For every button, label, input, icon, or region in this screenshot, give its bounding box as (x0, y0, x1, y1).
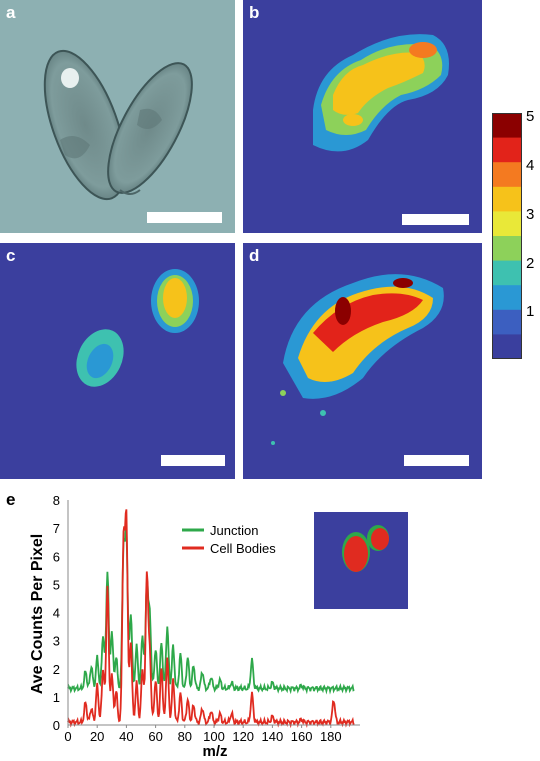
x-tick-label: 20 (90, 729, 104, 744)
colorbar-segment (492, 113, 522, 139)
colorbar-segment (492, 162, 522, 188)
colorbar-tick-5: 5 (526, 108, 535, 125)
inset-map-image (314, 512, 408, 609)
scale-bar-c (161, 455, 225, 466)
x-tick-label: 60 (148, 729, 162, 744)
y-tick-label: 6 (53, 549, 60, 564)
scale-bar-d (404, 455, 469, 466)
y-tick-label: 2 (53, 662, 60, 677)
colorbar-tick-1: 1 (526, 303, 535, 320)
x-tick-label: 0 (64, 729, 71, 744)
cell-micrograph-image (0, 0, 235, 233)
x-tick-label: 180 (320, 729, 342, 744)
x-tick-label: 120 (232, 729, 254, 744)
y-tick-label: 5 (53, 577, 60, 592)
x-tick-label: 140 (262, 729, 284, 744)
colorbar-segment (492, 186, 522, 212)
panel-c-label: c (6, 246, 16, 265)
colorbar-segment (492, 309, 522, 335)
panel-d-label: d (249, 246, 260, 265)
cell-bodies-series-line (67, 509, 355, 729)
y-tick-label: 3 (53, 634, 60, 649)
ion-map-c-image (76, 269, 199, 387)
legend-label: Junction (210, 523, 258, 538)
y-tick-label: 7 (53, 521, 60, 536)
colorbar-tick-4: 4 (526, 157, 535, 174)
inset-region-map (314, 512, 408, 609)
y-axis-label: Ave Counts Per Pixel (29, 534, 46, 694)
x-tick-label: 100 (203, 729, 225, 744)
colorbar-segment (492, 260, 522, 286)
panel-c-ion-map: c (0, 243, 235, 479)
colorbar-segment (492, 137, 522, 163)
y-tick-label: 1 (53, 690, 60, 705)
x-tick-label: 40 (119, 729, 133, 744)
panel-e-label: e (6, 490, 16, 509)
junction-series-line (67, 525, 355, 695)
colorbar-segment (492, 236, 522, 262)
panel-a-label: a (6, 3, 16, 22)
panel-b-label: b (249, 3, 260, 22)
scale-bar-a (147, 212, 222, 223)
y-tick-label: 4 (53, 606, 60, 621)
panel-b-ion-map: b (243, 0, 482, 233)
colorbar-tick-3: 3 (526, 206, 535, 223)
ion-map-d-image (271, 274, 444, 445)
y-tick-label: 0 (53, 718, 60, 733)
colorbar-tick-2: 2 (526, 255, 535, 272)
colorbar-segment (492, 334, 522, 360)
colorbar-segment (492, 285, 522, 311)
y-tick-label: 8 (53, 493, 60, 508)
x-tick-label: 160 (291, 729, 313, 744)
x-tick-label: 80 (178, 729, 192, 744)
x-axis-label: m/z (202, 743, 227, 760)
colorbar-segment (492, 211, 522, 237)
colorbar-gradient (492, 113, 522, 360)
scale-bar-b (402, 214, 469, 225)
panel-a-micrograph: a (0, 0, 235, 233)
panel-d-ion-map: d (243, 243, 482, 479)
colorbar-border (492, 113, 522, 359)
ion-map-b-image (313, 34, 449, 152)
colorbar (492, 113, 522, 360)
legend-label: Cell Bodies (210, 541, 276, 556)
